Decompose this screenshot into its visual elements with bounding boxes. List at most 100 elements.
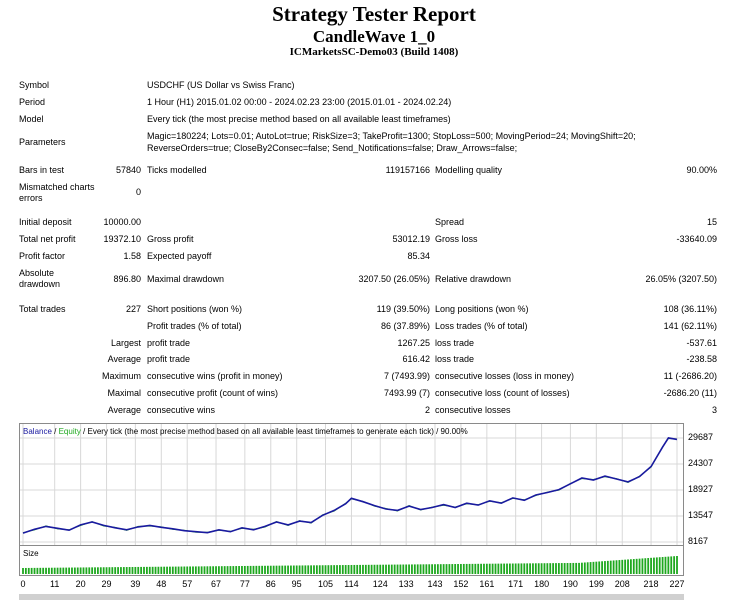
size-bar — [370, 564, 373, 574]
avgwins-label: consecutive wins — [147, 405, 216, 415]
size-bar — [650, 557, 652, 574]
symbol-label: Symbol — [19, 80, 50, 90]
size-bar — [592, 561, 595, 574]
pf-value: 1.58 — [123, 251, 141, 261]
size-bar — [549, 563, 552, 574]
bars-value: 57840 — [115, 165, 141, 175]
size-bar — [241, 565, 243, 574]
size-bar — [344, 565, 347, 574]
payoff-label: Expected payoff — [147, 251, 212, 261]
size-bar — [416, 564, 419, 574]
size-bar — [105, 567, 108, 574]
size-bar — [88, 567, 91, 574]
size-bar — [382, 564, 385, 574]
maxdd-label: Maximal drawdown — [147, 274, 225, 284]
absdd-label-2: drawdown — [19, 279, 61, 289]
size-label: Size — [23, 549, 39, 558]
size-bar — [618, 560, 621, 574]
size-bar — [226, 566, 229, 574]
bars-label: Bars in test — [19, 165, 65, 175]
size-bar — [506, 563, 508, 574]
size-bar — [79, 567, 82, 574]
balance-chart: Balance / Equity / Every tick (the most … — [19, 423, 684, 546]
size-bar — [169, 566, 171, 574]
ltrades-label: Loss trades (% of total) — [435, 321, 528, 331]
size-bar — [560, 563, 563, 574]
size-bar — [497, 563, 500, 574]
x-tick-label: 180 — [534, 579, 550, 589]
size-bar — [350, 564, 353, 574]
size-bar — [42, 567, 45, 574]
period-value: 1 Hour (H1) 2015.01.02 00:00 - 2024.02.2… — [147, 97, 452, 107]
size-bar — [324, 565, 327, 574]
size-bar — [336, 565, 338, 574]
size-bar — [315, 565, 318, 574]
parameters-label: Parameters — [19, 137, 66, 147]
size-bar — [68, 567, 70, 574]
size-bar — [218, 566, 220, 574]
payoff-value: 85.34 — [407, 251, 430, 261]
report-title: Strategy Tester Report — [272, 2, 476, 26]
mismatch-label: Mismatched charts — [19, 182, 95, 192]
size-bar — [644, 558, 647, 574]
size-bar — [552, 563, 555, 574]
balance-line — [22, 437, 678, 534]
x-tick-label: 114 — [344, 579, 359, 589]
reldd-label: Relative drawdown — [435, 274, 512, 284]
size-bar — [676, 556, 678, 574]
size-bar — [200, 566, 203, 574]
legend-separator: / — [51, 427, 59, 436]
size-bar — [166, 566, 168, 574]
size-bar — [174, 566, 177, 574]
ptrades-value: 86 (37.89%) — [380, 321, 430, 331]
size-bar — [474, 563, 477, 574]
size-bar — [272, 565, 275, 574]
chart-legend: Balance / Equity / Every tick (the most … — [23, 426, 468, 437]
server-build: ICMarketsSC-Demo03 (Build 1408) — [289, 46, 459, 58]
size-bar — [94, 567, 96, 574]
size-bar — [575, 562, 578, 574]
quality-value: 90.00% — [686, 165, 717, 175]
size-bar — [393, 564, 396, 574]
size-bar — [36, 567, 39, 574]
size-bar — [667, 556, 670, 574]
size-bar — [367, 564, 370, 574]
size-bar — [220, 566, 223, 574]
size-bar — [117, 567, 119, 574]
size-bar — [511, 563, 514, 574]
size-bar — [439, 564, 442, 574]
size-bar — [148, 566, 151, 574]
size-bar — [65, 567, 68, 574]
x-tick-label: 0 — [20, 579, 26, 589]
size-bar — [612, 560, 615, 574]
size-bar — [462, 563, 465, 574]
avg-consec-label: Average — [107, 405, 141, 415]
size-bar — [333, 565, 336, 574]
legend-balance: Balance — [23, 427, 52, 436]
x-tick-label: 161 — [479, 579, 495, 589]
size-bar — [604, 561, 606, 574]
size-bar — [364, 564, 367, 574]
x-tick-label: 39 — [130, 579, 141, 589]
y-tick-label: 29687 — [688, 432, 714, 442]
size-bar — [621, 559, 624, 574]
size-bar — [540, 563, 543, 574]
size-bar — [33, 567, 36, 574]
size-bar — [85, 567, 88, 574]
deposit-label: Initial deposit — [19, 217, 72, 227]
size-bar — [310, 565, 313, 574]
maxwins-value: 7 (7493.99) — [383, 371, 430, 381]
size-bar — [615, 560, 618, 574]
size-bar — [275, 565, 278, 574]
size-bar — [108, 567, 111, 574]
size-bar — [661, 557, 664, 574]
maxlosscnt-value: -2686.20 (11) — [663, 388, 717, 398]
size-bar — [460, 563, 462, 574]
x-tick-label: 124 — [372, 579, 388, 589]
mismatch-label-2: errors — [19, 193, 43, 203]
ptrades-label: Profit trades (% of total) — [147, 321, 242, 331]
x-tick-label: 20 — [75, 579, 86, 589]
size-bar — [307, 565, 310, 574]
size-panel: Size — [19, 546, 684, 576]
size-bar — [269, 565, 272, 574]
